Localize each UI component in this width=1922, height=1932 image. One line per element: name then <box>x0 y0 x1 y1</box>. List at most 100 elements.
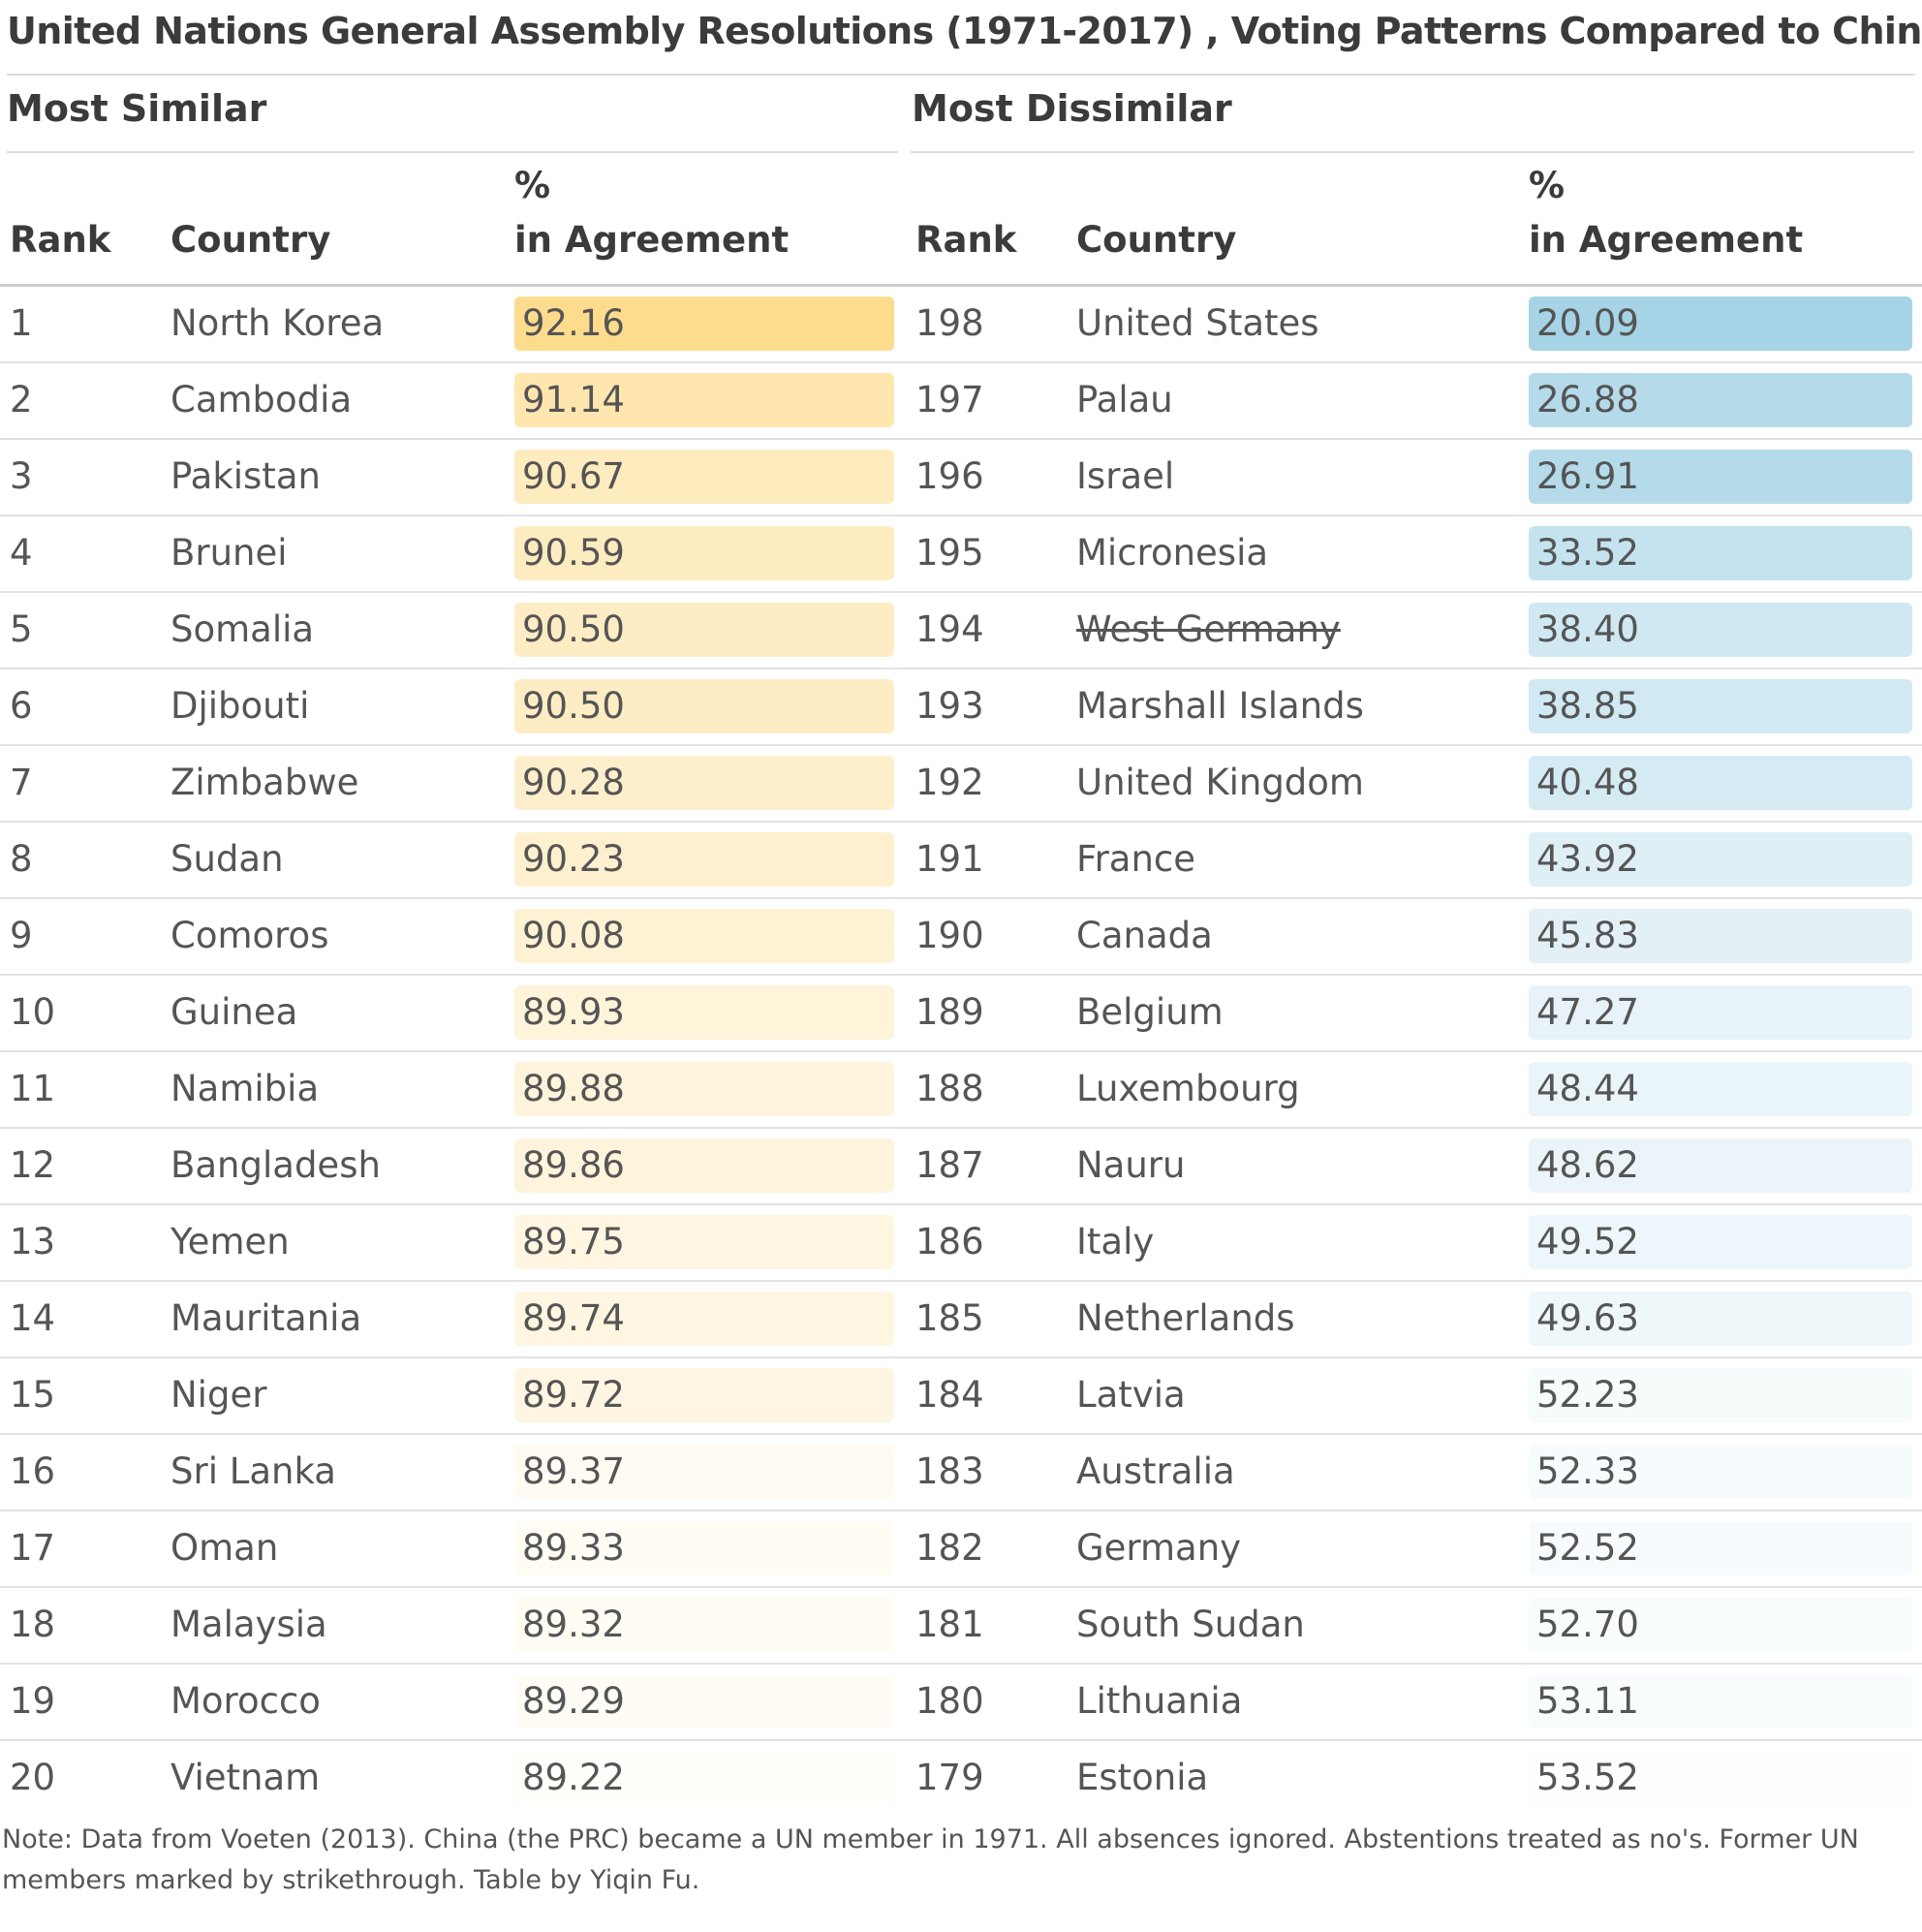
rank-cell-similar: 18 <box>10 1604 56 1645</box>
rank-cell-similar: 3 <box>10 455 33 497</box>
row-divider <box>0 1280 1922 1282</box>
agreement-bar-dissimilar: 52.23 <box>1529 1368 1912 1422</box>
rank-cell-dissimilar: 193 <box>915 685 984 727</box>
country-cell-similar: Brunei <box>170 532 288 574</box>
agreement-bar-similar: 89.74 <box>514 1292 894 1346</box>
agreement-value-dissimilar: 38.85 <box>1536 685 1639 727</box>
row-divider <box>0 1433 1922 1435</box>
agreement-bar-similar: 89.32 <box>514 1598 894 1652</box>
header-pct-symbol-similar: % <box>514 165 551 206</box>
rank-cell-similar: 5 <box>10 608 33 650</box>
agreement-bar-dissimilar: 48.62 <box>1529 1138 1912 1193</box>
agreement-value-similar: 89.32 <box>522 1604 625 1645</box>
agreement-value-dissimilar: 20.09 <box>1536 302 1639 344</box>
country-cell-dissimilar: France <box>1076 838 1196 880</box>
row-divider <box>0 821 1922 823</box>
header-country-dissimilar: Country <box>1076 219 1237 261</box>
country-cell-dissimilar: United States <box>1076 302 1319 344</box>
rank-cell-similar: 6 <box>10 685 33 727</box>
rank-cell-dissimilar: 194 <box>915 608 984 650</box>
rank-cell-similar: 15 <box>10 1374 56 1416</box>
row-divider <box>0 1203 1922 1205</box>
country-cell-dissimilar: Lithuania <box>1076 1680 1243 1722</box>
row-divider <box>0 1050 1922 1052</box>
agreement-value-similar: 92.16 <box>522 302 625 344</box>
agreement-value-similar: 90.50 <box>522 685 625 727</box>
agreement-value-similar: 89.29 <box>522 1680 625 1722</box>
agreement-value-dissimilar: 49.63 <box>1536 1297 1639 1339</box>
agreement-value-similar: 89.75 <box>522 1221 625 1262</box>
agreement-bar-similar: 89.33 <box>514 1521 894 1575</box>
country-cell-dissimilar: Italy <box>1076 1221 1155 1262</box>
country-cell-similar: Djibouti <box>170 685 310 727</box>
agreement-bar-similar: 89.75 <box>514 1215 894 1269</box>
country-cell-dissimilar: Marshall Islands <box>1076 685 1364 727</box>
agreement-bar-dissimilar: 49.63 <box>1529 1292 1912 1346</box>
agreement-bar-similar: 90.23 <box>514 832 894 887</box>
agreement-bar-dissimilar: 52.70 <box>1529 1598 1912 1652</box>
country-cell-dissimilar: South Sudan <box>1076 1604 1305 1645</box>
country-cell-similar: Sudan <box>170 838 284 880</box>
agreement-value-dissimilar: 45.83 <box>1536 915 1639 956</box>
agreement-bar-dissimilar: 48.44 <box>1529 1062 1912 1116</box>
country-cell-dissimilar: Germany <box>1076 1527 1242 1569</box>
country-cell-similar: Sri Lanka <box>170 1450 336 1492</box>
agreement-bar-dissimilar: 26.88 <box>1529 373 1912 427</box>
agreement-bar-similar: 90.08 <box>514 909 894 963</box>
rank-cell-similar: 2 <box>10 379 33 421</box>
country-cell-dissimilar: Estonia <box>1076 1757 1209 1798</box>
rank-cell-dissimilar: 188 <box>915 1068 984 1109</box>
section-divider-similar <box>7 151 898 153</box>
country-cell-similar: Niger <box>170 1374 267 1416</box>
country-cell-similar: North Korea <box>170 302 385 344</box>
agreement-bar-dissimilar: 52.33 <box>1529 1445 1912 1499</box>
rank-cell-similar: 10 <box>10 991 56 1033</box>
section-title-dissimilar: Most Dissimilar <box>912 87 1232 130</box>
rank-cell-dissimilar: 185 <box>915 1297 984 1339</box>
agreement-bar-dissimilar: 53.11 <box>1529 1674 1912 1729</box>
agreement-value-similar: 91.14 <box>522 379 625 421</box>
country-cell-dissimilar: Belgium <box>1076 991 1224 1033</box>
title-divider <box>7 74 1915 76</box>
agreement-value-similar: 89.72 <box>522 1374 625 1416</box>
agreement-bar-similar: 90.28 <box>514 756 894 810</box>
rank-cell-similar: 16 <box>10 1450 56 1492</box>
section-divider-dissimilar <box>911 151 1914 153</box>
rank-cell-dissimilar: 197 <box>915 379 984 421</box>
agreement-bar-similar: 89.29 <box>514 1674 894 1729</box>
rank-cell-dissimilar: 190 <box>915 915 984 956</box>
agreement-value-dissimilar: 48.62 <box>1536 1144 1639 1186</box>
country-cell-similar: Malaysia <box>170 1604 327 1645</box>
row-divider <box>0 361 1922 363</box>
agreement-value-dissimilar: 48.44 <box>1536 1068 1639 1109</box>
rank-cell-dissimilar: 195 <box>915 532 984 574</box>
agreement-value-similar: 90.28 <box>522 762 625 803</box>
rank-cell-dissimilar: 181 <box>915 1604 984 1645</box>
row-divider <box>0 1663 1922 1665</box>
agreement-bar-dissimilar: 53.52 <box>1529 1751 1912 1805</box>
country-cell-dissimilar: Palau <box>1076 379 1173 421</box>
agreement-value-similar: 90.50 <box>522 608 625 650</box>
agreement-bar-dissimilar: 20.09 <box>1529 296 1912 351</box>
agreement-value-dissimilar: 47.27 <box>1536 991 1639 1033</box>
agreement-value-dissimilar: 52.23 <box>1536 1374 1639 1416</box>
country-cell-similar: Oman <box>170 1527 279 1569</box>
rank-cell-dissimilar: 187 <box>915 1144 984 1186</box>
row-divider <box>0 1739 1922 1741</box>
rank-cell-similar: 12 <box>10 1144 56 1186</box>
agreement-value-dissimilar: 53.52 <box>1536 1757 1639 1798</box>
agreement-value-dissimilar: 33.52 <box>1536 532 1639 574</box>
country-cell-similar: Mauritania <box>170 1297 362 1339</box>
rank-cell-dissimilar: 189 <box>915 991 984 1033</box>
agreement-bar-similar: 89.86 <box>514 1138 894 1193</box>
agreement-value-dissimilar: 52.70 <box>1536 1604 1639 1645</box>
agreement-value-similar: 90.23 <box>522 838 625 880</box>
country-cell-similar: Bangladesh <box>170 1144 381 1186</box>
row-divider <box>0 744 1922 746</box>
rank-cell-dissimilar: 191 <box>915 838 984 880</box>
agreement-bar-similar: 90.50 <box>514 603 894 657</box>
agreement-bar-similar: 90.59 <box>514 526 894 580</box>
country-cell-dissimilar: Latvia <box>1076 1374 1186 1416</box>
header-pct-label-similar: in Agreement <box>514 219 790 261</box>
rank-cell-similar: 17 <box>10 1527 56 1569</box>
